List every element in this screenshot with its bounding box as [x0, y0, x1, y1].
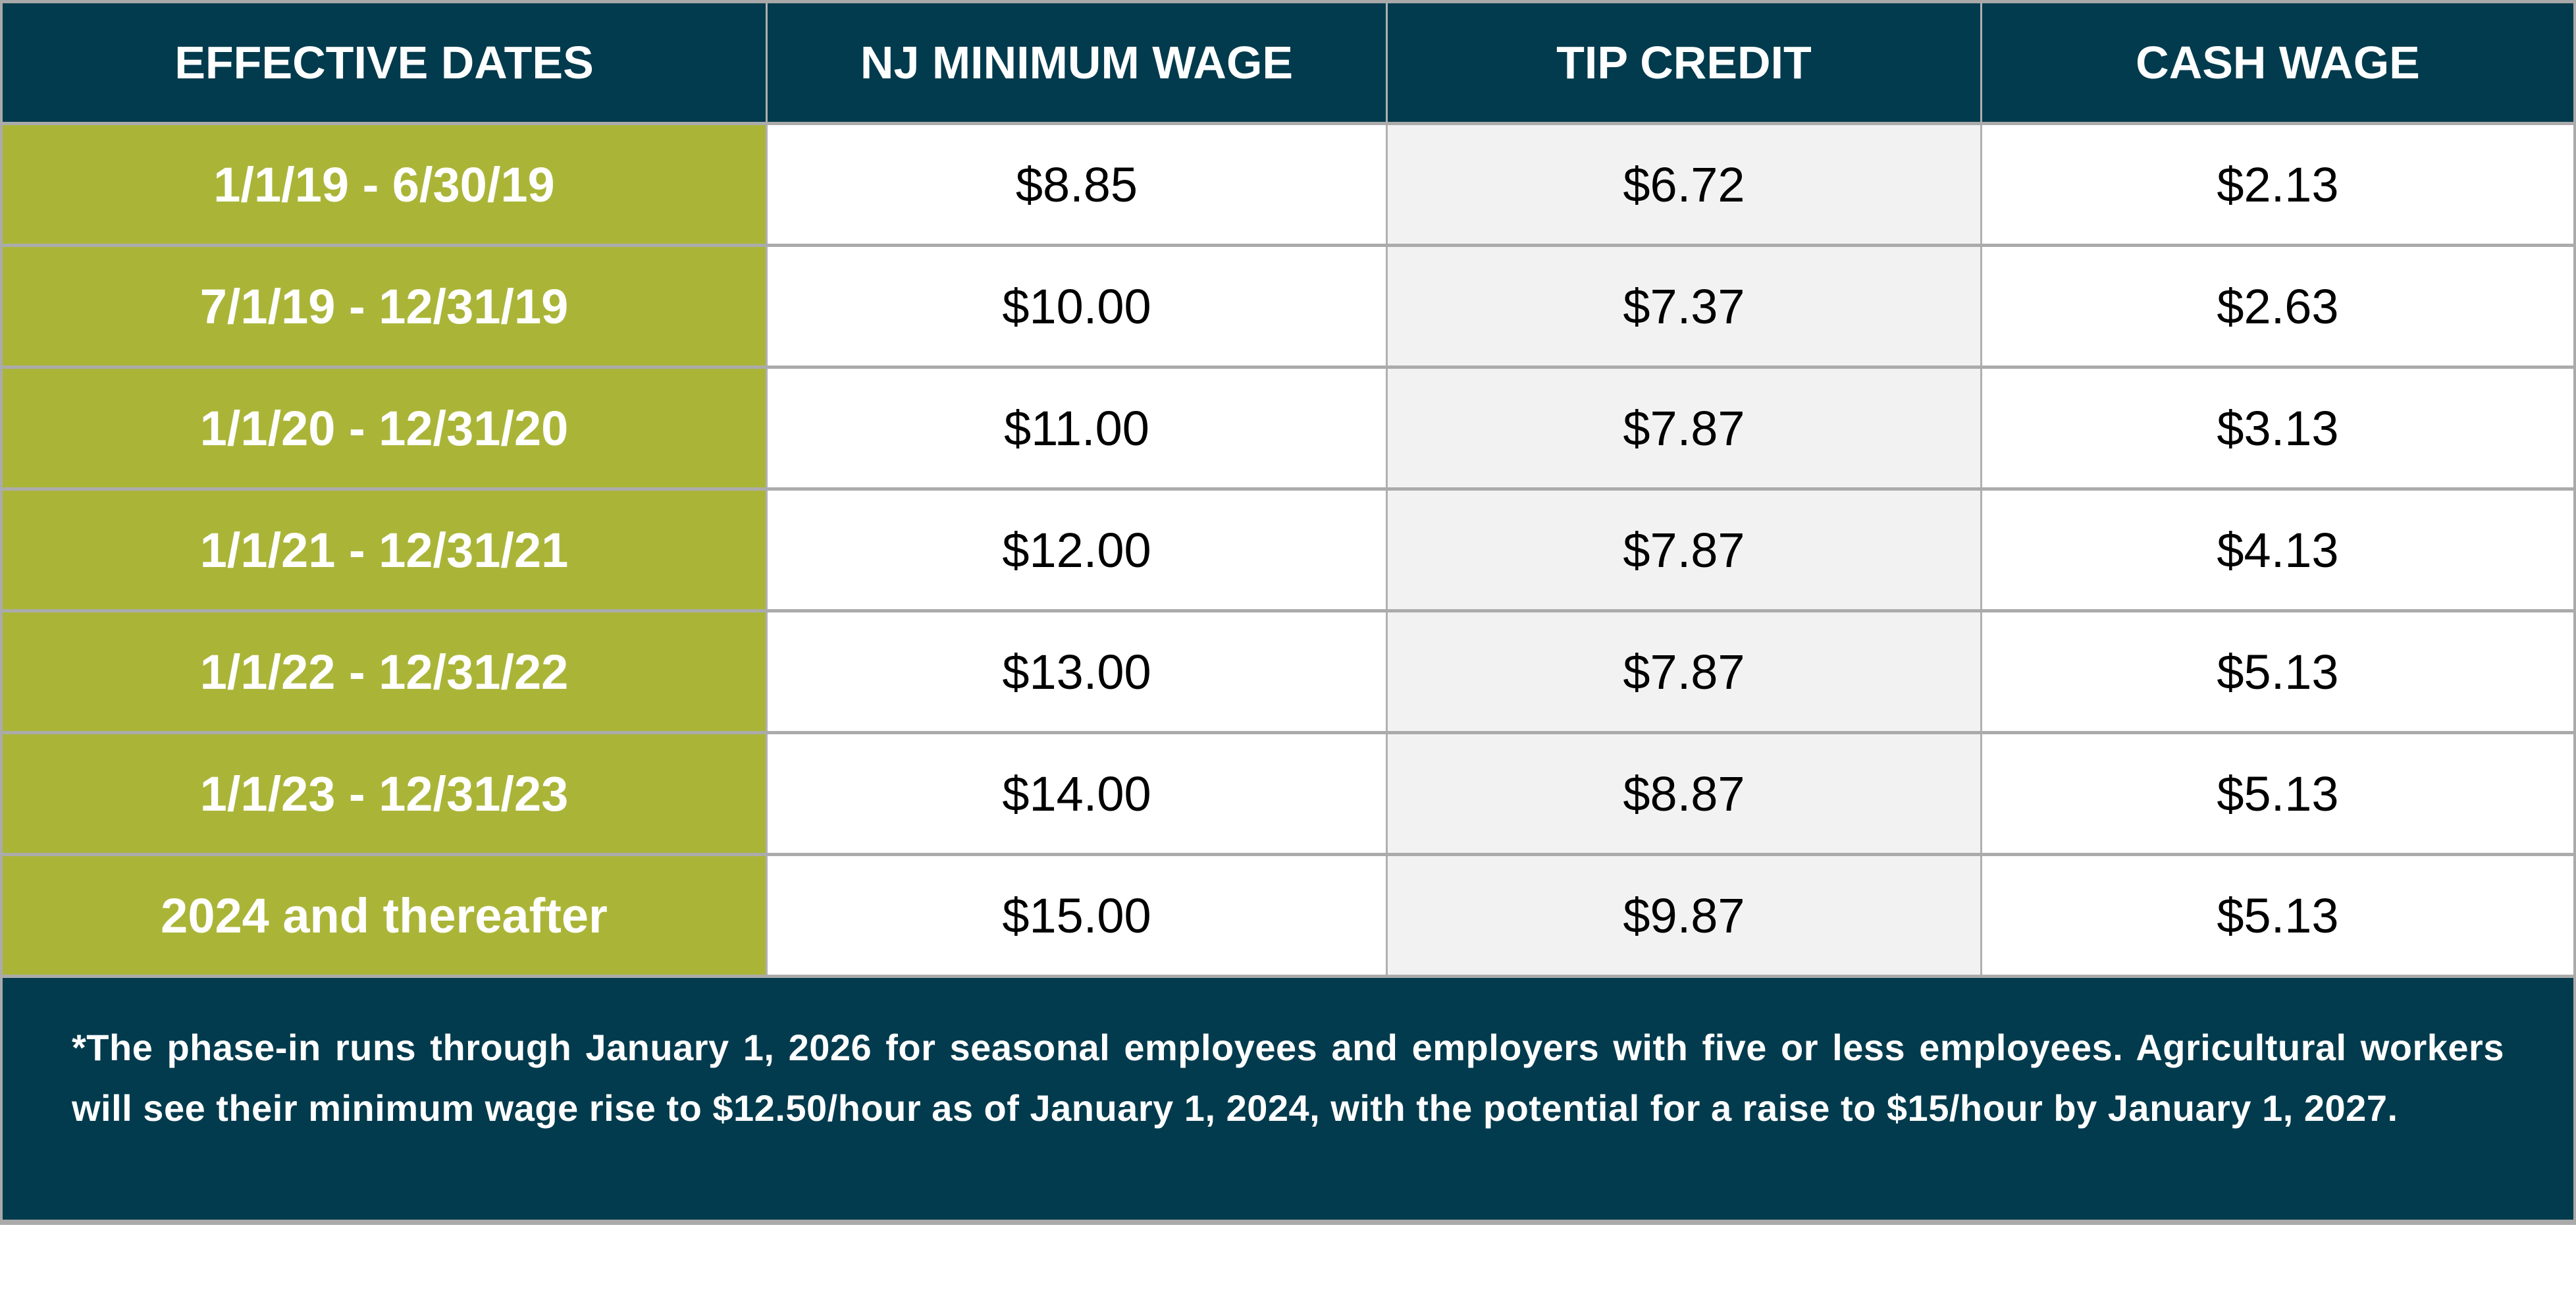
- cash-wage-cell: $2.63: [1980, 247, 2576, 365]
- minimum-wage-cell: $14.00: [766, 734, 1386, 853]
- table-row: 1/1/21 - 12/31/21 $12.00 $7.87 $4.13: [0, 491, 2576, 612]
- minimum-wage-cell: $11.00: [766, 369, 1386, 487]
- effective-dates-cell: 1/1/22 - 12/31/22: [0, 612, 766, 731]
- minimum-wage-cell: $13.00: [766, 612, 1386, 731]
- header-nj-minimum-wage: NJ MINIMUM WAGE: [766, 3, 1386, 122]
- cash-wage-cell: $2.13: [1980, 125, 2576, 244]
- cash-wage-cell: $4.13: [1980, 491, 2576, 609]
- table-row: 1/1/22 - 12/31/22 $13.00 $7.87 $5.13: [0, 612, 2576, 734]
- header-row: EFFECTIVE DATES NJ MINIMUM WAGE TIP CRED…: [0, 3, 2576, 125]
- cash-wage-cell: $3.13: [1980, 369, 2576, 487]
- cash-wage-cell: $5.13: [1980, 856, 2576, 975]
- tip-credit-cell: $6.72: [1386, 125, 1980, 244]
- table-row: 7/1/19 - 12/31/19 $10.00 $7.37 $2.63: [0, 247, 2576, 369]
- tip-credit-cell: $8.87: [1386, 734, 1980, 853]
- header-effective-dates: EFFECTIVE DATES: [0, 3, 766, 122]
- header-tip-credit: TIP CREDIT: [1386, 3, 1980, 122]
- minimum-wage-cell: $10.00: [766, 247, 1386, 365]
- tip-credit-cell: $7.87: [1386, 612, 1980, 731]
- table-row: 1/1/20 - 12/31/20 $11.00 $7.87 $3.13: [0, 369, 2576, 491]
- effective-dates-cell: 1/1/19 - 6/30/19: [0, 125, 766, 244]
- table-row: 2024 and thereafter $15.00 $9.87 $5.13: [0, 856, 2576, 978]
- wage-table: EFFECTIVE DATES NJ MINIMUM WAGE TIP CRED…: [0, 0, 2576, 1225]
- effective-dates-cell: 1/1/20 - 12/31/20: [0, 369, 766, 487]
- header-cash-wage: CASH WAGE: [1980, 3, 2576, 122]
- tip-credit-cell: $7.87: [1386, 491, 1980, 609]
- tip-credit-cell: $9.87: [1386, 856, 1980, 975]
- footnote: *The phase-in runs through January 1, 20…: [0, 978, 2576, 1225]
- table-row: 1/1/23 - 12/31/23 $14.00 $8.87 $5.13: [0, 734, 2576, 856]
- minimum-wage-cell: $12.00: [766, 491, 1386, 609]
- effective-dates-cell: 7/1/19 - 12/31/19: [0, 247, 766, 365]
- minimum-wage-cell: $8.85: [766, 125, 1386, 244]
- cash-wage-cell: $5.13: [1980, 612, 2576, 731]
- effective-dates-cell: 2024 and thereafter: [0, 856, 766, 975]
- minimum-wage-cell: $15.00: [766, 856, 1386, 975]
- effective-dates-cell: 1/1/23 - 12/31/23: [0, 734, 766, 853]
- tip-credit-cell: $7.37: [1386, 247, 1980, 365]
- tip-credit-cell: $7.87: [1386, 369, 1980, 487]
- table-row: 1/1/19 - 6/30/19 $8.85 $6.72 $2.13: [0, 125, 2576, 247]
- cash-wage-cell: $5.13: [1980, 734, 2576, 853]
- effective-dates-cell: 1/1/21 - 12/31/21: [0, 491, 766, 609]
